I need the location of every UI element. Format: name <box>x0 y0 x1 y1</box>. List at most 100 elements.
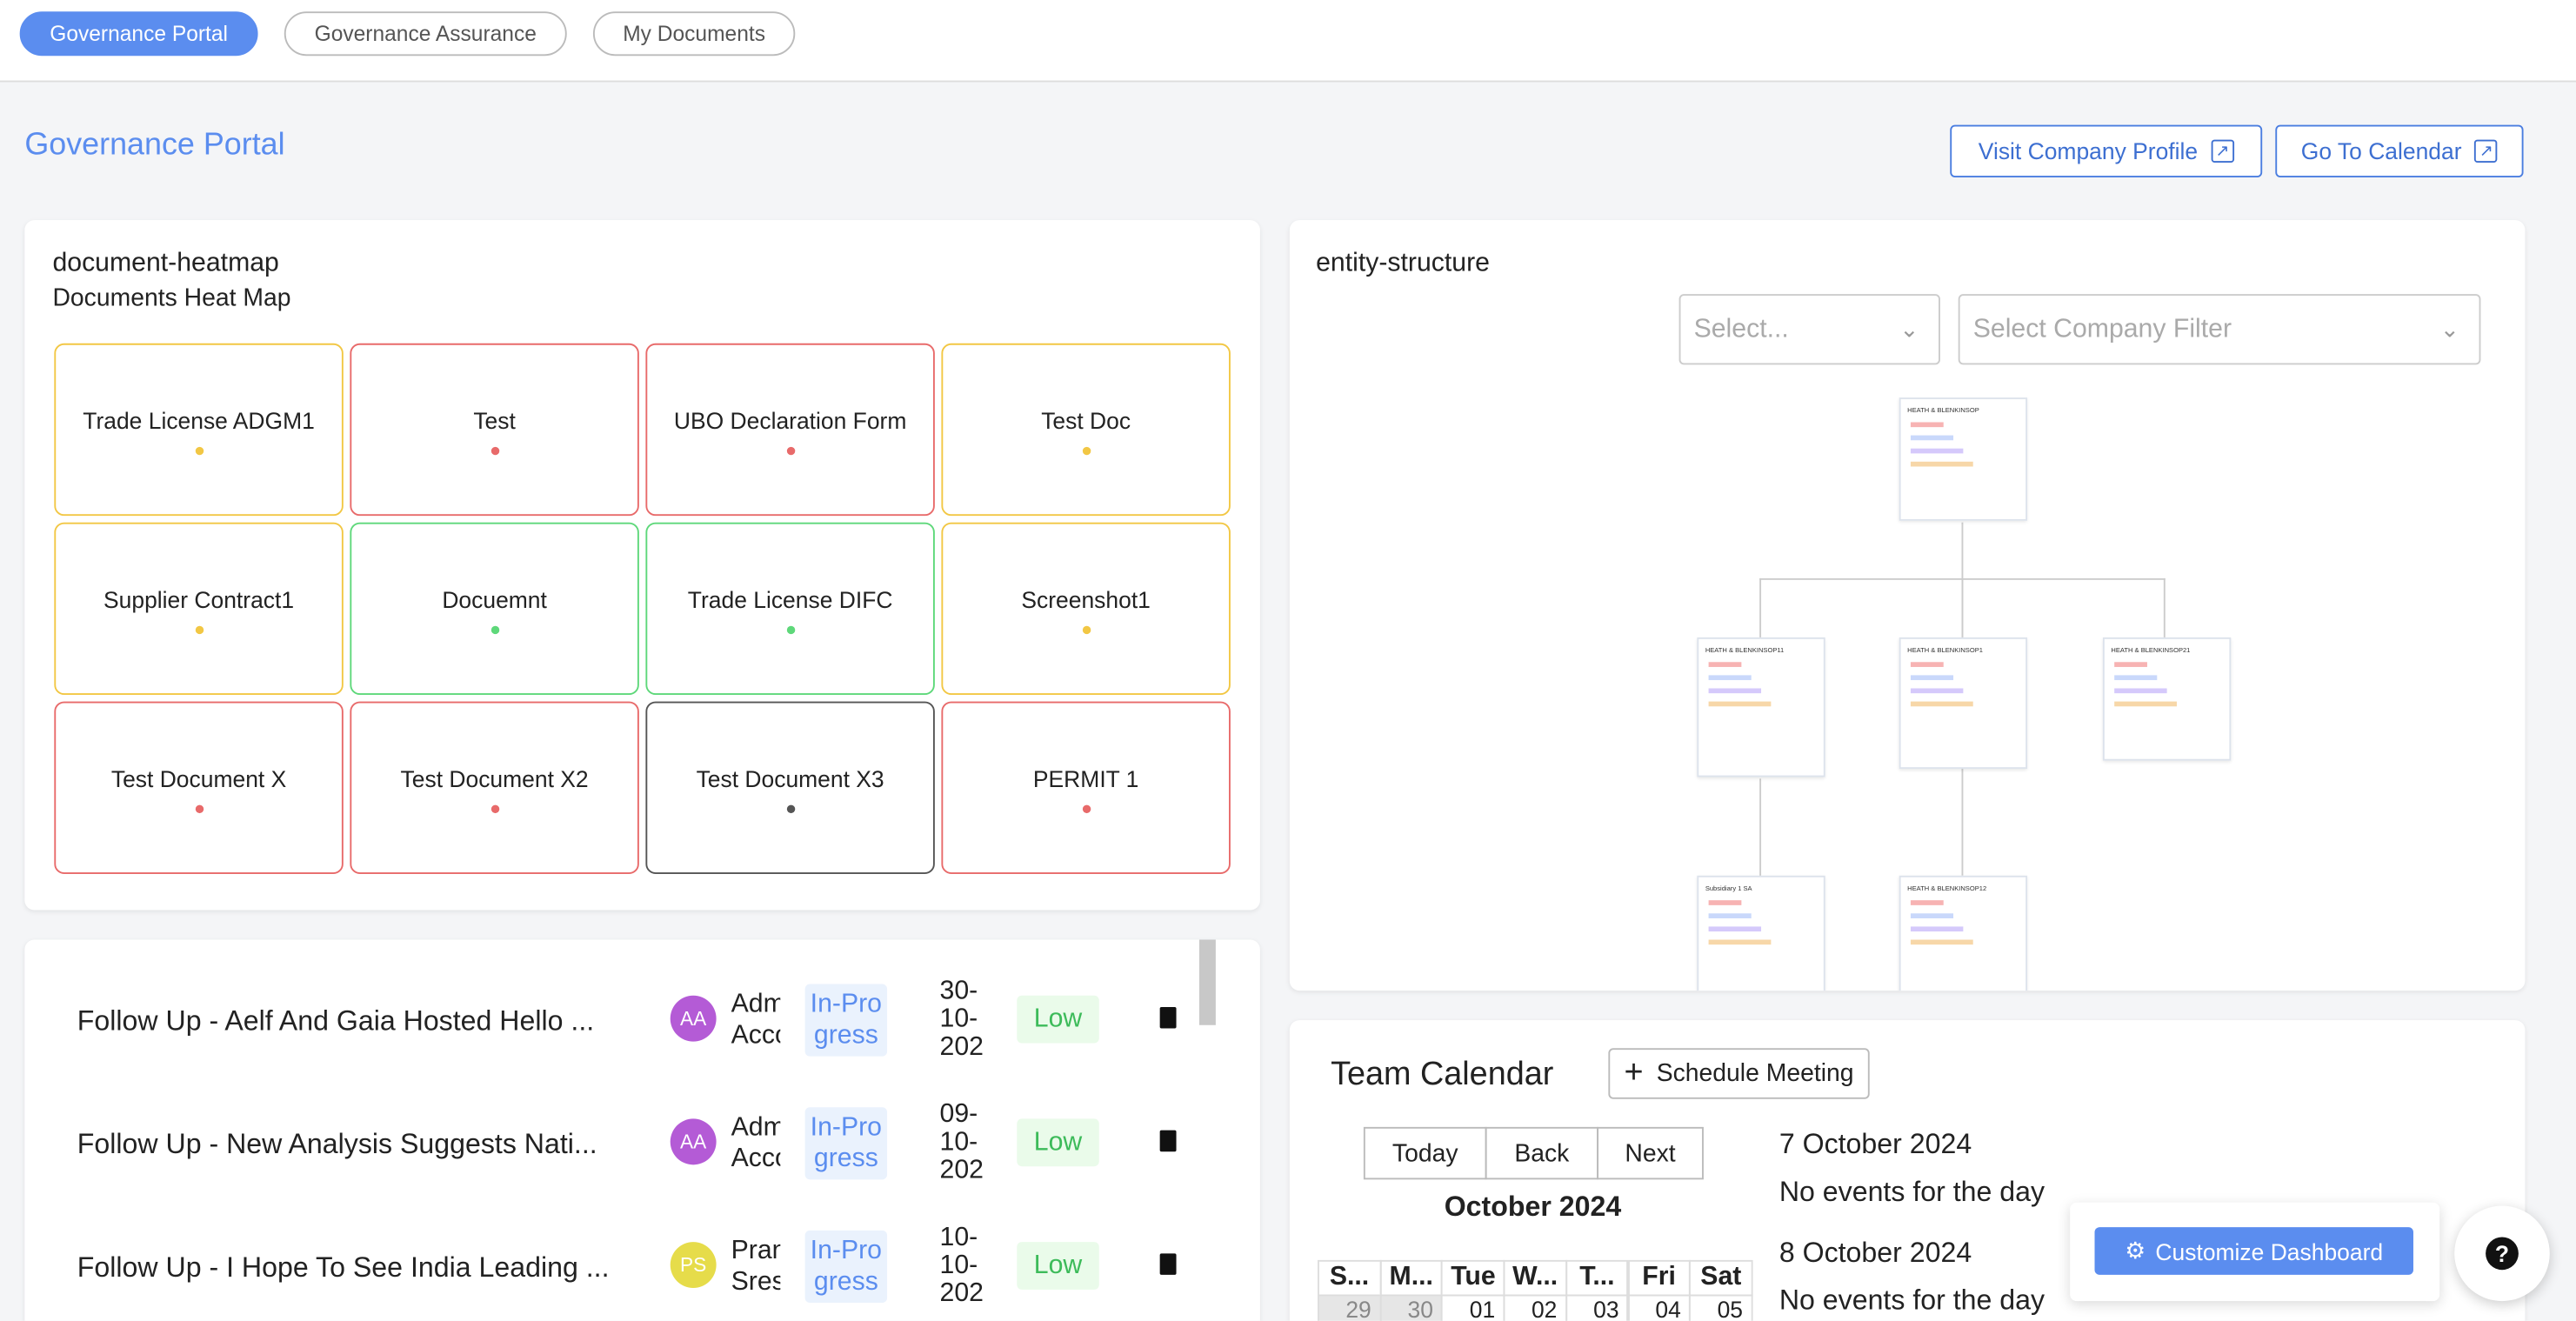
node-tag <box>1910 688 1964 694</box>
card-label: Test Document X <box>110 765 287 792</box>
tab[interactable]: Governance Assurance <box>284 11 567 57</box>
button-label: Visit Company Profile <box>1978 137 2199 164</box>
button-label: Schedule Meeting <box>1656 1059 1854 1088</box>
button-label: Go To Calendar <box>2300 137 2462 164</box>
connector <box>1961 767 1964 876</box>
status-dot <box>194 804 204 814</box>
priority-badge: Low <box>1017 1118 1099 1167</box>
node-tag <box>1910 701 1973 707</box>
header-button[interactable]: Go To Calendar ↗ <box>2275 124 2524 178</box>
delete-icon[interactable] <box>1159 1130 1177 1152</box>
chevron: ⌄ <box>1899 315 1919 342</box>
entity-node[interactable]: Subsidiary 1 SA <box>1697 875 1825 991</box>
node-label: HEATH & BLENKINSOP1 <box>1907 645 1983 654</box>
task-title[interactable]: Follow Up - New Analysis Suggests Nati..… <box>77 1128 597 1160</box>
customize-label: Customize Dashboard <box>2155 1238 2384 1264</box>
day-cell[interactable]: 29 <box>1318 1294 1382 1321</box>
status-dot <box>1081 446 1091 456</box>
nav-button[interactable]: Today <box>1363 1126 1487 1180</box>
day-cell[interactable]: 04 <box>1627 1294 1692 1321</box>
node-tag <box>1708 913 1752 918</box>
heatmap-card[interactable]: Test Doc <box>941 343 1231 517</box>
weekday: S... <box>1318 1259 1382 1297</box>
priority-badge: Low <box>1017 995 1099 1044</box>
panel-name: document-heatmap <box>52 250 279 278</box>
entity-node[interactable]: HEATH & BLENKINSOP1 <box>1899 637 2028 770</box>
heatmap-card[interactable]: Screenshot1 <box>941 522 1231 696</box>
heatmap-card[interactable]: Test Document X2 <box>350 701 639 874</box>
status-dot <box>785 804 795 814</box>
tab[interactable]: My Documents <box>592 11 796 57</box>
external-icon: ↗ <box>2474 139 2499 163</box>
node-tag <box>1910 422 1944 428</box>
node-tag <box>1910 939 1973 945</box>
plus-icon: + <box>1624 1054 1644 1091</box>
entity-node[interactable]: HEATH & BLENKINSOP12 <box>1899 875 2028 991</box>
heatmap-card[interactable]: UBO Declaration Form <box>645 343 935 517</box>
task-date: 09-10-2024 <box>939 1100 984 1186</box>
select[interactable]: Select Company Filter ⌄ <box>1958 294 2481 365</box>
card-label: UBO Declaration Form <box>673 407 907 434</box>
tasks-panel: Follow Up - Aelf And Gaia Hosted Hello .… <box>24 939 1260 1321</box>
nav-button[interactable]: Back <box>1485 1126 1599 1180</box>
tab[interactable]: Governance Portal <box>19 11 258 57</box>
node-tag <box>1910 435 1954 441</box>
delete-icon[interactable] <box>1159 1253 1177 1275</box>
task-title[interactable]: Follow Up - Aelf And Gaia Hosted Hello .… <box>77 1005 595 1037</box>
heatmap-card[interactable]: Test <box>350 343 639 517</box>
agenda-date: 8 October 2024 <box>1779 1237 1972 1269</box>
heatmap-card[interactable]: Supplier Contract1 <box>54 522 344 696</box>
node-tag <box>1910 900 1944 905</box>
select-placeholder: Select... <box>1693 315 1789 344</box>
heatmap-card[interactable]: Trade License ADGM1 <box>54 343 344 517</box>
scrollbar[interactable] <box>1198 939 1216 1025</box>
help-button[interactable]: ? <box>2454 1205 2550 1302</box>
day-cell[interactable]: 05 <box>1689 1294 1753 1321</box>
node-tag <box>1708 662 1742 667</box>
heatmap-card[interactable]: Test Document X <box>54 701 344 874</box>
heatmap-card[interactable]: PERMIT 1 <box>941 701 1231 874</box>
node-tag <box>1708 688 1762 694</box>
connector <box>2163 577 2166 637</box>
heatmap-card[interactable]: Docuemnt <box>350 522 639 696</box>
node-tag <box>2114 688 2167 694</box>
node-tag <box>1910 662 1944 667</box>
day-cell[interactable]: 30 <box>1379 1294 1444 1321</box>
task-title[interactable]: Follow Up - I Hope To See India Leading … <box>77 1251 610 1284</box>
entity-node[interactable]: HEATH & BLENKINSOP <box>1899 397 2028 521</box>
delete-icon[interactable] <box>1159 1006 1177 1029</box>
schedule-button[interactable]: + Schedule Meeting <box>1608 1048 1870 1099</box>
day-cell[interactable]: 01 <box>1441 1294 1505 1321</box>
task-date: 10-10-2024 <box>939 1224 984 1309</box>
agenda-text: No events for the day <box>1779 1176 2045 1208</box>
avatar: AA <box>670 1118 717 1165</box>
external-icon: ↗ <box>2211 139 2234 163</box>
status-dot <box>785 625 795 635</box>
heatmap-card[interactable]: Trade License DIFC <box>645 522 935 696</box>
node-label: HEATH & BLENKINSOP <box>1907 405 1979 415</box>
card-label: Supplier Contract1 <box>103 586 295 613</box>
day-cell[interactable]: 02 <box>1503 1294 1567 1321</box>
entity-node[interactable]: HEATH & BLENKINSOP21 <box>2102 637 2232 761</box>
entity-node[interactable]: HEATH & BLENKINSOP11 <box>1697 637 1825 777</box>
customize-button[interactable]: ⚙ Customize Dashboard <box>2094 1227 2413 1275</box>
card-label: Screenshot1 <box>1021 586 1151 613</box>
select[interactable]: Select... ⌄ <box>1678 294 1940 365</box>
status-dot <box>490 446 499 456</box>
card-label: Test <box>473 407 516 434</box>
node-tag <box>1708 701 1772 707</box>
node-tag <box>1708 926 1762 932</box>
weekday: T... <box>1565 1259 1629 1297</box>
card-label: Docuemnt <box>442 586 547 613</box>
select-placeholder: Select Company Filter <box>1972 315 2232 344</box>
assignee: Adm Acco <box>731 1113 781 1173</box>
node-label: HEATH & BLENKINSOP21 <box>2111 645 2191 654</box>
agenda-date: 7 October 2024 <box>1779 1128 1972 1160</box>
node-label: HEATH & BLENKINSOP11 <box>1705 645 1785 654</box>
day-cell[interactable]: 03 <box>1565 1294 1629 1321</box>
heatmap-card[interactable]: Test Document X3 <box>645 701 935 874</box>
nav-button[interactable]: Next <box>1597 1126 1704 1180</box>
header-button[interactable]: Visit Company Profile ↗ <box>1950 124 2263 178</box>
